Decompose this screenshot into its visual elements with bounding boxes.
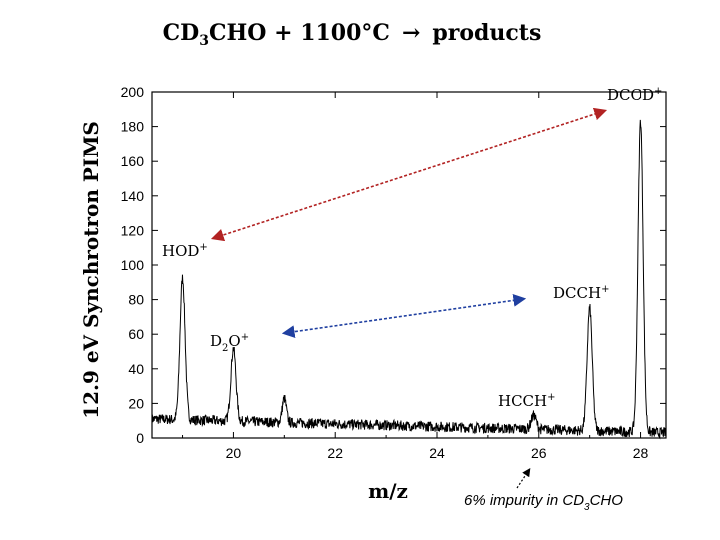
- y-tick-label: 60: [128, 326, 144, 342]
- y-tick-label: 100: [121, 257, 145, 273]
- impurity-note: 6% impurity in CD3CHO: [464, 492, 623, 513]
- axis-tick-labels: 0 20 40 60 80 100 120 140 160 180 200 20 22 24 26 28: [121, 84, 649, 461]
- y-tick-label: 40: [128, 361, 144, 377]
- arrow-impurity: [516, 468, 531, 489]
- label-d2o: D2O+: [210, 332, 249, 354]
- y-axis-label: 12.9 eV Synchrotron PIMS: [79, 121, 103, 419]
- x-tick-label: 20: [226, 445, 242, 461]
- spectrum-line: [151, 119, 667, 440]
- y-tick-label: 160: [121, 153, 145, 169]
- label-hcch: HCCH+: [498, 392, 556, 410]
- x-tick-label: 24: [429, 445, 445, 461]
- chart-title: CD3CHO + 1100°C → products: [163, 20, 542, 49]
- y-tick-label: 140: [121, 188, 145, 204]
- label-dcch: DCCH+: [553, 284, 609, 302]
- label-dccd: DCCD+: [607, 86, 662, 104]
- arrow-d2o-dcch: [281, 294, 527, 338]
- x-tick-label: 26: [531, 445, 547, 461]
- plot-area: [151, 91, 667, 439]
- x-tick-label: 22: [327, 445, 343, 461]
- arrow-hod-dccd: [210, 107, 608, 242]
- x-tick-label: 28: [633, 445, 649, 461]
- y-tick-label: 180: [121, 119, 145, 135]
- y-tick-label: 200: [121, 84, 145, 100]
- y-tick-label: 20: [128, 395, 144, 411]
- axis-ticks: [152, 91, 666, 439]
- label-hod: HOD+: [162, 242, 208, 260]
- x-axis-label: m/z: [368, 479, 408, 503]
- y-tick-label: 80: [128, 292, 144, 308]
- y-tick-label: 0: [136, 430, 144, 446]
- y-tick-label: 120: [121, 222, 145, 238]
